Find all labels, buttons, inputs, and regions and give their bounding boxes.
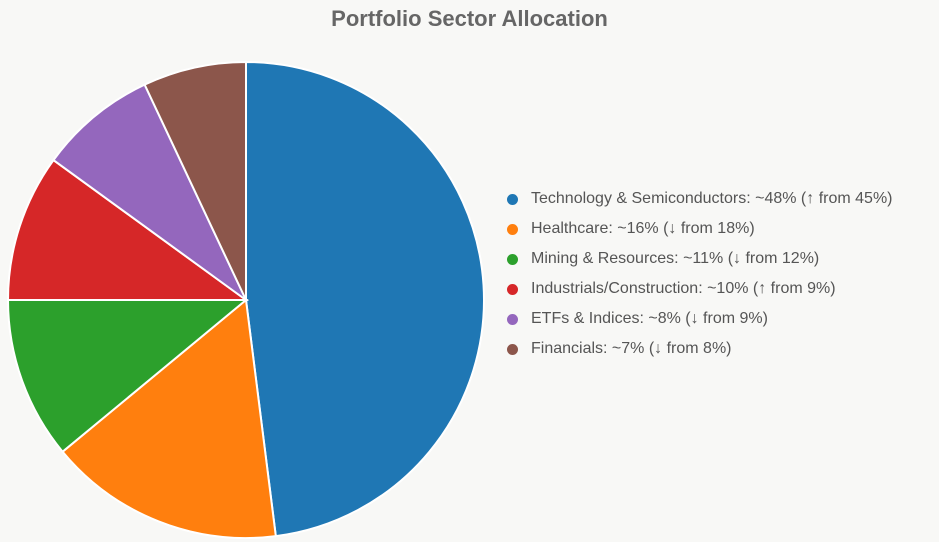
chart-title: Portfolio Sector Allocation bbox=[331, 6, 608, 31]
legend-item: Financials: ~7% (↓ from 8%) bbox=[507, 334, 893, 364]
pie-slice-2 bbox=[6, 299, 249, 454]
pie-slice-1 bbox=[61, 298, 277, 539]
legend-swatch bbox=[507, 313, 518, 325]
pie-slice-3 bbox=[6, 158, 250, 301]
legend-label: Industrials/Construction: ~10% (↑ from 9… bbox=[531, 280, 836, 297]
legend-item: Technology & Semiconductors: ~48% (↑ fro… bbox=[507, 184, 893, 214]
legend-item: Mining & Resources: ~11% (↓ from 12%) bbox=[507, 244, 893, 274]
legend-label: Financials: ~7% (↓ from 8%) bbox=[531, 340, 732, 357]
legend-swatch bbox=[507, 193, 518, 205]
pie-slice-0 bbox=[245, 60, 485, 538]
legend-label: ETFs & Indices: ~8% (↓ from 9%) bbox=[531, 310, 768, 327]
legend: Technology & Semiconductors: ~48% (↑ fro… bbox=[507, 184, 893, 364]
legend-label: Technology & Semiconductors: ~48% (↑ fro… bbox=[531, 190, 893, 207]
legend-swatch bbox=[507, 223, 518, 235]
pie-slice-4 bbox=[52, 83, 247, 301]
pie-slice-5 bbox=[143, 60, 247, 301]
legend-item: Healthcare: ~16% (↓ from 18%) bbox=[507, 214, 893, 244]
legend-item: ETFs & Indices: ~8% (↓ from 9%) bbox=[507, 304, 893, 334]
legend-swatch bbox=[507, 253, 518, 265]
legend-label: Healthcare: ~16% (↓ from 18%) bbox=[531, 220, 755, 237]
legend-swatch bbox=[507, 283, 518, 295]
legend-swatch bbox=[507, 343, 518, 355]
legend-label: Mining & Resources: ~11% (↓ from 12%) bbox=[531, 250, 820, 267]
legend-item: Industrials/Construction: ~10% (↑ from 9… bbox=[507, 274, 893, 304]
